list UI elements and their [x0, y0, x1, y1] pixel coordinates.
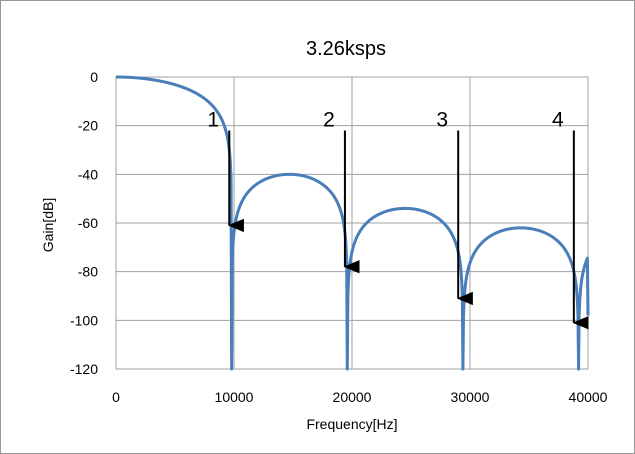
- x-tick-label: 30000: [451, 389, 490, 405]
- tick-labels: 0 -20 -40 -60 -80 -100 -120 0 10000 20000 30000 400…: [70, 69, 608, 405]
- y-tick-label: -80: [78, 264, 98, 280]
- y-tick-label: -100: [70, 312, 98, 328]
- x-tick-label: 20000: [333, 389, 372, 405]
- y-tick-label: -60: [78, 215, 98, 231]
- plot-area: [115, 76, 589, 370]
- x-tick-label: 40000: [569, 389, 608, 405]
- annotation-layer: 1 2 3 4: [207, 109, 589, 330]
- series-layer: [115, 75, 590, 371]
- x-axis-title: Frequency[Hz]: [306, 416, 397, 432]
- y-tick-label: -20: [78, 118, 98, 134]
- y-tick-label: -40: [78, 166, 98, 182]
- annotation-label: 2: [323, 109, 335, 132]
- y-axis-title: Gain[dB]: [40, 198, 56, 252]
- response-curve: [115, 75, 590, 371]
- annotation-label: 4: [552, 109, 564, 132]
- chart-title: 3.26ksps: [306, 38, 386, 60]
- x-tick-label: 0: [112, 389, 120, 405]
- y-tick-label: -120: [70, 361, 98, 377]
- annotation-label: 1: [207, 109, 219, 132]
- axes: [115, 76, 589, 370]
- annotation-label: 3: [436, 109, 448, 132]
- y-tick-label: 0: [90, 69, 98, 85]
- x-tick-label: 10000: [215, 389, 254, 405]
